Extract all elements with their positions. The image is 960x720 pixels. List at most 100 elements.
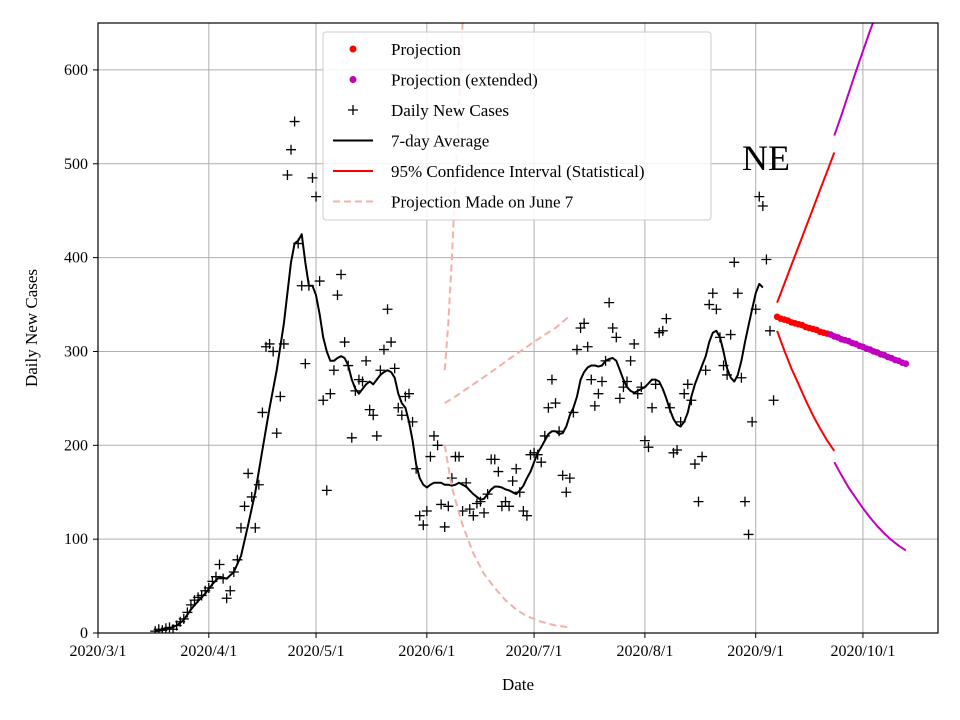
95-confidence-interval-extended-upper-line bbox=[833, 23, 875, 136]
y-tick-label: 100 bbox=[64, 531, 88, 548]
95-confidence-interval-extended-lower-line bbox=[833, 461, 907, 552]
legend-marker bbox=[349, 76, 357, 83]
daily-case-marker bbox=[371, 430, 382, 441]
daily-case-marker bbox=[643, 442, 654, 453]
x-tick-label: 2020/5/1 bbox=[288, 643, 345, 660]
legend-label: Daily New Cases bbox=[391, 101, 509, 120]
daily-case-marker bbox=[561, 487, 572, 498]
daily-case-marker bbox=[479, 507, 490, 518]
daily-case-marker bbox=[625, 355, 636, 366]
daily-case-marker bbox=[314, 276, 325, 287]
state-label: NE bbox=[742, 138, 790, 178]
95-confidence-interval-statistical-lower-line bbox=[776, 330, 836, 452]
legend-label: 7-day Average bbox=[391, 132, 489, 151]
daily-case-marker bbox=[693, 496, 704, 507]
daily-case-marker bbox=[375, 365, 386, 376]
daily-case-marker bbox=[768, 395, 779, 406]
daily-case-marker bbox=[454, 451, 465, 462]
daily-case-marker bbox=[357, 376, 368, 387]
daily-case-marker bbox=[707, 288, 718, 299]
daily-case-marker bbox=[511, 463, 522, 474]
daily-case-marker bbox=[679, 388, 690, 399]
7-day-average-line bbox=[155, 233, 764, 633]
daily-case-marker bbox=[736, 372, 747, 383]
daily-case-marker bbox=[672, 445, 683, 455]
daily-case-marker bbox=[346, 432, 357, 443]
daily-case-marker bbox=[300, 358, 311, 369]
daily-case-marker bbox=[629, 338, 640, 349]
daily-case-marker bbox=[521, 510, 532, 521]
daily-case-marker bbox=[321, 485, 332, 496]
daily-case-marker bbox=[607, 323, 618, 333]
y-tick-label: 300 bbox=[64, 343, 88, 360]
daily-case-marker bbox=[389, 363, 400, 374]
daily-case-marker bbox=[318, 395, 329, 406]
daily-case-marker bbox=[582, 341, 593, 352]
daily-case-marker bbox=[597, 376, 607, 387]
daily-case-marker bbox=[729, 257, 740, 268]
y-tick-label: 0 bbox=[80, 625, 88, 642]
daily-case-marker bbox=[557, 470, 568, 481]
daily-case-marker bbox=[235, 522, 246, 533]
daily-case-marker bbox=[754, 191, 765, 202]
daily-case-marker bbox=[257, 407, 268, 418]
x-tick-label: 2020/4/1 bbox=[180, 643, 237, 660]
daily-case-marker bbox=[611, 332, 622, 343]
daily-case-marker bbox=[421, 506, 432, 516]
daily-case-marker bbox=[282, 170, 293, 181]
daily-case-marker bbox=[757, 201, 768, 211]
daily-case-marker bbox=[361, 355, 372, 366]
daily-case-marker bbox=[275, 391, 286, 402]
y-tick-label: 600 bbox=[64, 62, 88, 79]
daily-case-marker bbox=[432, 440, 443, 451]
x-tick-label: 2020/7/1 bbox=[506, 643, 563, 660]
daily-case-marker bbox=[614, 393, 625, 404]
daily-case-marker bbox=[657, 325, 668, 336]
daily-case-marker bbox=[475, 496, 486, 507]
daily-case-marker bbox=[386, 337, 397, 348]
legend-label: 95% Confidence Interval (Statistical) bbox=[391, 162, 645, 181]
y-axis-label: Daily New Cases bbox=[22, 269, 41, 387]
daily-case-marker bbox=[418, 520, 429, 531]
daily-case-marker bbox=[311, 191, 322, 202]
daily-case-marker bbox=[689, 459, 700, 470]
daily-case-marker bbox=[378, 344, 389, 355]
daily-case-marker bbox=[436, 499, 447, 510]
daily-case-marker bbox=[504, 501, 515, 512]
legend-marker bbox=[348, 105, 358, 115]
legend-box bbox=[322, 31, 712, 221]
daily-case-marker bbox=[700, 365, 711, 376]
daily-case-marker bbox=[328, 365, 339, 376]
legend: Projection Projection (extended) Daily New… bbox=[322, 31, 712, 221]
daily-case-marker bbox=[761, 254, 772, 265]
daily-case-marker bbox=[589, 400, 600, 411]
daily-case-marker bbox=[214, 559, 225, 570]
daily-case-marker bbox=[493, 466, 504, 477]
daily-case-marker bbox=[264, 338, 275, 349]
daily-case-marker bbox=[650, 379, 661, 390]
daily-case-marker bbox=[543, 402, 554, 413]
daily-case-marker bbox=[739, 496, 750, 507]
y-tick-label: 500 bbox=[64, 156, 88, 173]
legend-label: Projection (extended) bbox=[391, 71, 538, 90]
daily-case-marker bbox=[579, 318, 590, 329]
daily-case-marker bbox=[639, 435, 650, 446]
daily-case-marker bbox=[429, 430, 439, 441]
daily-case-marker bbox=[332, 290, 343, 301]
y-tick-label: 400 bbox=[64, 250, 88, 267]
daily-case-marker bbox=[368, 410, 379, 421]
legend-marker bbox=[349, 45, 357, 53]
daily-case-marker bbox=[403, 388, 414, 399]
x-tick-label: 2020/8/1 bbox=[616, 643, 673, 660]
daily-case-marker bbox=[364, 404, 375, 415]
daily-case-marker bbox=[507, 475, 518, 486]
daily-case-marker bbox=[382, 304, 393, 315]
daily-case-marker bbox=[443, 501, 454, 512]
daily-case-marker bbox=[414, 510, 425, 521]
daily-case-marker bbox=[221, 593, 232, 604]
legend-label: Projection Made on June 7 bbox=[391, 193, 574, 212]
daily-case-marker bbox=[546, 374, 557, 385]
projection-made-on-june-7-center-line bbox=[444, 315, 571, 404]
daily-case-marker bbox=[339, 337, 350, 348]
